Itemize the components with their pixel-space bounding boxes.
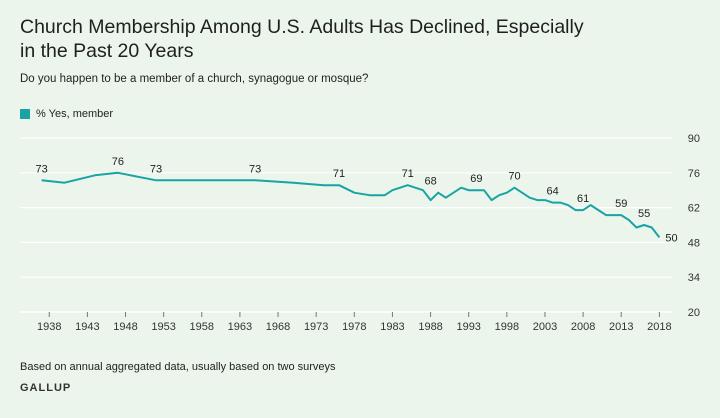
data-label: 55 — [638, 208, 650, 220]
data-label: 68 — [424, 176, 436, 188]
series-line-group — [41, 171, 661, 239]
legend-swatch — [20, 109, 30, 119]
x-tick-label: 1973 — [304, 321, 328, 333]
data-label: 71 — [402, 168, 414, 180]
x-tick-label: 1978 — [342, 321, 366, 333]
data-label: 69 — [470, 173, 482, 185]
x-tick-label: 1983 — [380, 321, 404, 333]
data-label: 73 — [36, 163, 48, 175]
legend: % Yes, member — [20, 108, 113, 120]
x-tick-label: 1968 — [266, 321, 290, 333]
x-tick-label: 1948 — [113, 321, 137, 333]
x-tick-label: 1998 — [495, 321, 519, 333]
chart-subtitle: Do you happen to be a member of a church… — [20, 73, 369, 85]
data-label: 64 — [546, 186, 558, 198]
data-label: 73 — [249, 163, 261, 175]
x-tick-label: 2008 — [571, 321, 595, 333]
x-tick-label: 1938 — [37, 321, 61, 333]
chart-title-line-1: Church Membership Among U.S. Adults Has … — [20, 16, 584, 38]
y-tick-label: 90 — [688, 133, 700, 145]
x-tick-label: 2018 — [647, 321, 671, 333]
legend-label: % Yes, member — [36, 108, 114, 120]
x-axis-ticks: 1938 1943 1948 1953 1958 1963 1968 1973 1978 1983… — [37, 312, 672, 333]
chart-title-line-2: in the Past 20 Years — [20, 40, 194, 62]
gridlines — [20, 137, 672, 313]
x-tick-label: 1958 — [190, 321, 214, 333]
data-label: 61 — [577, 193, 589, 205]
data-label: 76 — [112, 156, 124, 168]
y-tick-label: 20 — [688, 307, 700, 319]
y-tick-label: 76 — [688, 168, 700, 180]
data-label: 71 — [333, 168, 345, 180]
x-tick-label: 1993 — [456, 321, 480, 333]
data-label: 50 — [665, 232, 677, 244]
data-label: 70 — [508, 171, 520, 183]
series-line-0 — [41, 171, 661, 239]
x-tick-label: 2003 — [533, 321, 557, 333]
x-tick-label: 1963 — [228, 321, 252, 333]
y-tick-label: 48 — [688, 237, 700, 249]
y-axis-ticks: 20 34 48 62 76 90 — [688, 133, 700, 319]
data-labels: 73 76 73 73 71 71 68 69 70 64 61 59 55 50 — [36, 156, 678, 245]
y-tick-label: 34 — [688, 272, 700, 284]
x-tick-label: 2013 — [609, 321, 633, 333]
x-tick-label: 1988 — [418, 321, 442, 333]
footnote: Based on annual aggregated data, usually… — [20, 361, 336, 373]
y-tick-label: 62 — [688, 203, 700, 215]
source-logo: GALLUP — [20, 382, 72, 394]
x-tick-label: 1943 — [75, 321, 99, 333]
data-label: 59 — [615, 198, 627, 210]
x-tick-label: 1953 — [151, 321, 175, 333]
chart-title: Church Membership Among U.S. Adults Has … — [20, 15, 660, 63]
data-label: 73 — [150, 163, 162, 175]
